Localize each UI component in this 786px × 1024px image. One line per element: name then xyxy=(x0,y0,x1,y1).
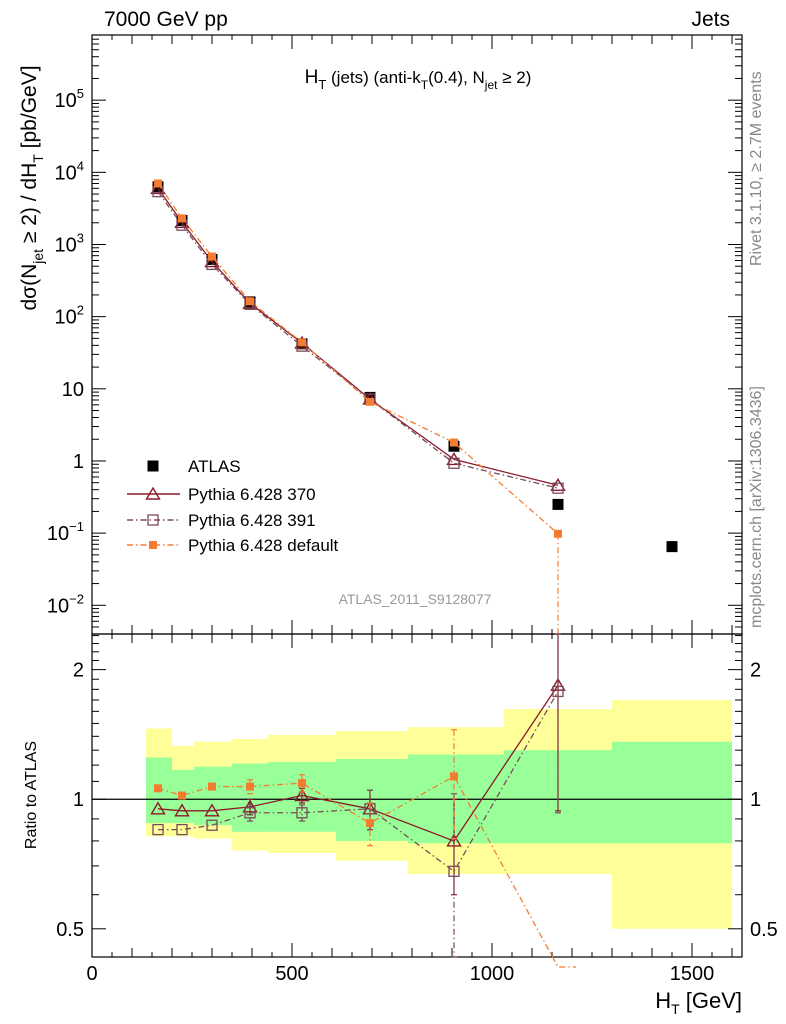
ratio-point-pdef-1 xyxy=(178,791,186,800)
legend-label-p391: Pythia 6.428 391 xyxy=(188,511,316,530)
ratio-point-p370-6 xyxy=(446,833,462,847)
legend-label-data: ATLAS xyxy=(188,457,241,476)
xtick-label-2: 1000 xyxy=(470,963,515,985)
ratio-point-pdef-0 xyxy=(154,784,162,793)
ytick-label-1e-2: 10−2 xyxy=(47,591,84,617)
ratio-point-p370-2 xyxy=(204,803,220,817)
legend-marker-p370 xyxy=(145,486,161,500)
ratio-point-p370-3 xyxy=(242,799,258,813)
ratio-ytick-left-2: 2 xyxy=(73,660,84,682)
main-series-p391 xyxy=(152,185,564,494)
ytick-label-1e-1: 10−1 xyxy=(47,519,84,545)
ratio-ytick-left-0: 0.5 xyxy=(56,919,84,941)
ratio-point-p391-2 xyxy=(206,819,218,831)
legend-marker-pdef xyxy=(149,541,157,549)
chart-text: 1 10 10−2 10−1 102 103 104 105 0.5 0.5 1 1 2 2 0 500 100… xyxy=(18,65,778,1017)
ratio-point-p391-3 xyxy=(244,807,256,819)
main-point-data-7 xyxy=(552,498,564,510)
main-series-p370 xyxy=(150,181,566,492)
data-series xyxy=(150,179,678,968)
ratio-xlabel: HT [GeV] xyxy=(655,988,742,1017)
ratio-point-p391-1 xyxy=(176,823,188,836)
ytick-label-1e2: 102 xyxy=(55,303,84,329)
legend-entry-data: ATLAS xyxy=(147,457,241,476)
ytick-label-10: 10 xyxy=(62,379,84,401)
legend: ATLAS Pythia 6.428 370 Pythia 6.428 391 Pyt… xyxy=(127,457,339,555)
legend-entry-p391: Pythia 6.428 391 xyxy=(127,511,316,530)
main-line-p370 xyxy=(157,188,559,486)
ratio-point-p370-1 xyxy=(174,803,190,817)
xtick-label-1: 500 xyxy=(275,963,308,985)
axis-ticks xyxy=(91,34,742,957)
xtick-label-3: 1500 xyxy=(670,963,715,985)
main-point-pdef-5 xyxy=(366,397,374,406)
ratio-point-p391-7 xyxy=(552,685,564,698)
main-point-p391-6 xyxy=(448,457,460,469)
ratio-series-pdef xyxy=(154,729,576,968)
legend-entry-pdef: Pythia 6.428 default xyxy=(127,536,339,555)
ratio-ytick-right-0: 0.5 xyxy=(750,919,778,941)
ratio-frame xyxy=(91,633,743,958)
main-point-data-8 xyxy=(666,541,678,553)
ratio-point-p370-0 xyxy=(150,801,166,815)
ratio-ytick-left-1: 1 xyxy=(73,789,84,811)
ratio-point-pdef-5 xyxy=(366,819,374,828)
ratio-point-pdef-4 xyxy=(298,779,306,788)
band-green-5 xyxy=(336,759,408,841)
ratio-ylabel: Ratio to ATLAS xyxy=(23,741,40,849)
ytick-label-1e4: 104 xyxy=(55,158,84,184)
ratio-ytick-right-1: 1 xyxy=(750,789,761,811)
main-point-data-5 xyxy=(364,391,376,403)
legend-entry-p370: Pythia 6.428 370 xyxy=(127,485,316,504)
ratio-uncertainty-bands xyxy=(146,700,732,929)
main-ylabel: dσ(Njet ≥ 2) / dHT [pb/GeV] xyxy=(18,65,46,310)
legend-marker-data xyxy=(147,460,159,472)
ytick-label-1: 1 xyxy=(73,451,84,473)
xtick-label-0: 0 xyxy=(86,963,97,985)
legend-label-pdef: Pythia 6.428 default xyxy=(188,536,339,555)
ytick-label-1e3: 103 xyxy=(55,230,84,256)
ytick-label-1e5: 105 xyxy=(55,86,84,112)
ratio-line-p370 xyxy=(157,684,559,842)
legend-label-p370: Pythia 6.428 370 xyxy=(188,485,316,504)
header-energy-label: 7000 GeV pp xyxy=(104,8,228,31)
legend-marker-p391 xyxy=(147,514,159,526)
main-point-p391-7 xyxy=(552,482,564,494)
main-line-pdef xyxy=(157,183,559,535)
main-point-p370-7 xyxy=(550,477,566,492)
main-line-p391 xyxy=(157,191,559,489)
ratio-point-pdef-6 xyxy=(450,772,458,781)
band-green-8 xyxy=(612,741,732,844)
ratio-ytick-right-2: 2 xyxy=(750,660,761,682)
main-point-pdef-2 xyxy=(208,252,216,261)
main-point-pdef-6 xyxy=(450,438,458,447)
axes-frames xyxy=(91,34,743,958)
header-jets-label: Jets xyxy=(691,8,730,31)
ratio-point-p391-0 xyxy=(152,823,164,836)
main-point-pdef-3 xyxy=(246,297,254,306)
main-point-pdef-4 xyxy=(298,338,306,347)
main-point-pdef-1 xyxy=(178,214,186,223)
ratio-point-pdef-2 xyxy=(208,782,216,791)
ratio-point-pdef-3 xyxy=(246,782,254,791)
analysis-watermark: ATLAS_2011_S9128077 xyxy=(339,591,492,607)
plot-title: HT (jets) (anti-kT(0.4), Njet ≥ 2) xyxy=(305,67,532,92)
main-point-pdef-0 xyxy=(154,179,162,188)
ratio-point-p391-4 xyxy=(296,807,308,819)
main-point-p370-6 xyxy=(446,452,462,466)
ratio-point-p370-4 xyxy=(294,788,310,802)
ratio-point-p391-6 xyxy=(448,865,460,877)
